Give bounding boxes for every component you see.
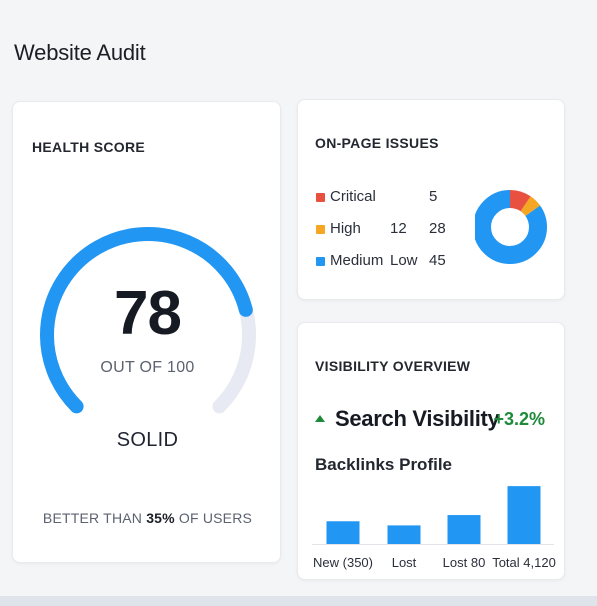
gauge-track — [212, 302, 256, 414]
on-page-issues-card: ON-PAGE ISSUES Critical 5 High 12 28 Med… — [297, 99, 565, 300]
issues-donut-chart — [475, 190, 547, 264]
search-visibility-delta: +3.2% — [493, 409, 545, 429]
health-score-title: HEALTH SCORE — [32, 139, 146, 155]
page-title: Website Audit — [14, 40, 146, 65]
bar-label-total: Total 4,120 — [492, 555, 556, 570]
comparison-suffix: OF USERS — [174, 510, 253, 526]
issue-count-a: Low — [390, 252, 418, 269]
donut-slice-medium — [475, 190, 547, 264]
health-score-comparison: BETTER THAN 35% OF USERS — [13, 510, 282, 526]
gauge-fill — [40, 227, 253, 414]
search-visibility-label: Search Visibility — [335, 406, 500, 431]
medium-swatch — [316, 257, 325, 266]
high-swatch — [316, 225, 325, 234]
health-score-gauge — [40, 227, 256, 414]
bar-label-new: New (350) — [313, 555, 373, 570]
comparison-prefix: BETTER THAN — [42, 510, 147, 526]
issue-label: Critical — [330, 188, 376, 205]
issue-count-b: 45 — [429, 252, 446, 269]
critical-swatch — [316, 193, 325, 202]
backlinks-profile-title: Backlinks Profile — [315, 455, 453, 474]
issue-label: High — [330, 220, 361, 237]
issue-count-a: 12 — [390, 220, 407, 237]
backlinks-bar-chart — [312, 486, 554, 545]
on-page-issues-title: ON-PAGE ISSUES — [315, 135, 439, 151]
bar-label-lost-80: Lost 80 — [442, 555, 486, 570]
comparison-value: 35% — [146, 510, 175, 526]
bar-2 — [387, 525, 421, 544]
bar-label-lost: Lost — [391, 555, 417, 570]
bar-1 — [326, 521, 360, 544]
issue-label: Medium — [330, 252, 384, 269]
page-footer-strip — [0, 596, 597, 606]
visibility-overview-card: VISIBILITY OVERVIEW Search Visibility +3… — [297, 322, 565, 580]
health-score-card: HEALTH SCORE 78 OUT OF 100 SOLID BETTER … — [12, 101, 281, 563]
bar-4 — [507, 486, 541, 544]
bar-3 — [447, 515, 481, 544]
health-score-value: 78 — [114, 279, 182, 348]
issue-count-b: 28 — [429, 220, 446, 237]
trend-up-icon — [315, 415, 325, 422]
issue-count-b: 5 — [429, 188, 438, 205]
health-score-out-of: OUT OF 100 — [100, 359, 195, 376]
health-score-rating: SOLID — [116, 429, 179, 451]
visibility-overview-title: VISIBILITY OVERVIEW — [315, 358, 471, 374]
search-visibility-row: Search Visibility +3.2% — [315, 406, 555, 434]
